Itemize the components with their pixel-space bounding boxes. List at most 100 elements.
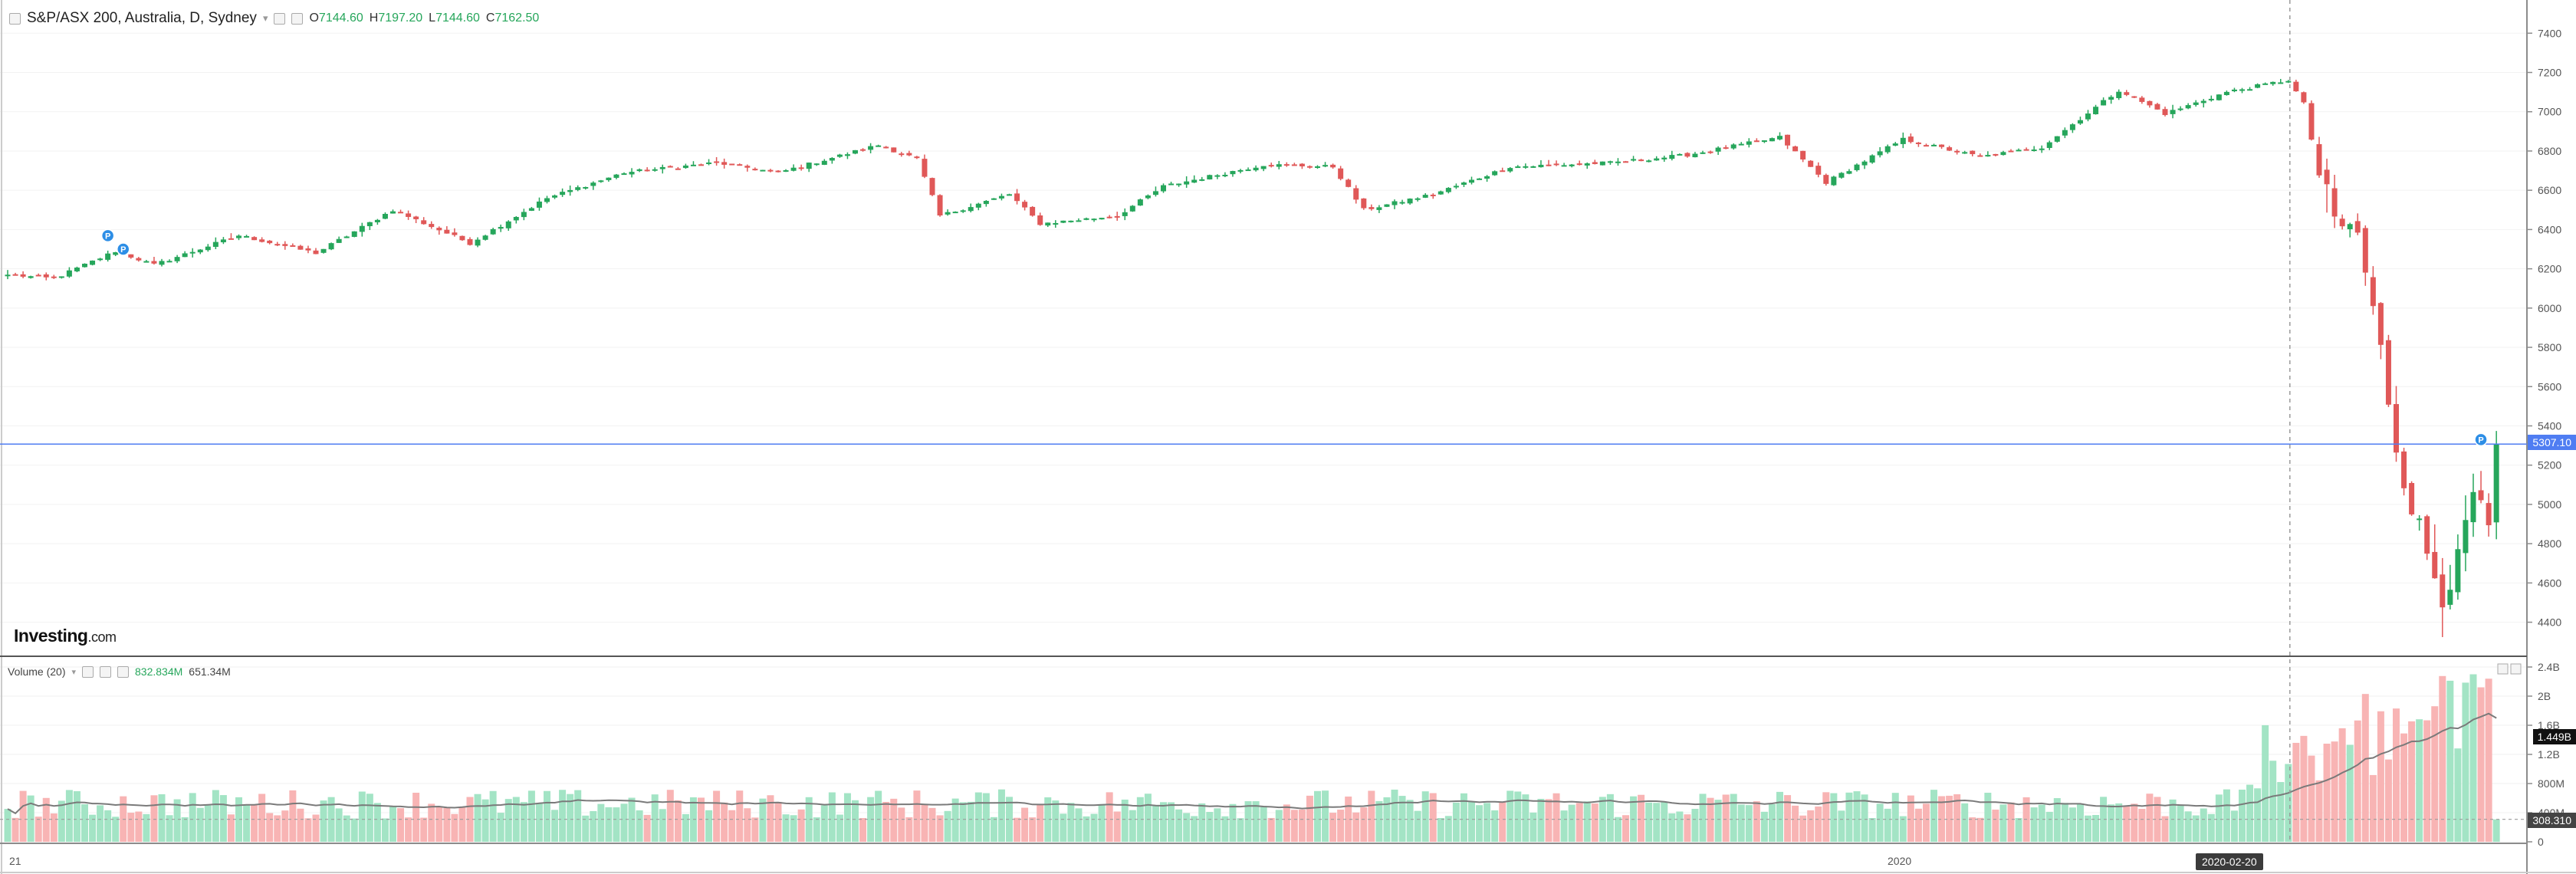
volume-bar[interactable] [1506, 790, 1514, 842]
candle[interactable] [2039, 145, 2045, 153]
candle[interactable] [644, 167, 650, 172]
candle[interactable] [922, 154, 928, 179]
candle[interactable] [197, 248, 203, 255]
candle[interactable] [1469, 176, 1474, 185]
candle[interactable] [1299, 163, 1305, 169]
volume-bar[interactable] [2262, 724, 2269, 842]
candle[interactable] [975, 202, 981, 211]
volume-bar[interactable] [2254, 788, 2262, 842]
candle[interactable] [244, 235, 250, 238]
volume-bar[interactable] [674, 800, 682, 842]
candle[interactable] [1761, 140, 1767, 143]
volume-bar[interactable] [597, 803, 605, 842]
volume-bar[interactable] [2184, 811, 2192, 842]
volume-bar[interactable] [2200, 808, 2207, 842]
volume-bar[interactable] [1452, 802, 1460, 842]
volume-bar[interactable] [50, 813, 58, 842]
candle[interactable] [621, 172, 627, 176]
volume-bar[interactable] [189, 793, 196, 842]
candle[interactable] [1022, 199, 1028, 211]
volume-bar[interactable] [2230, 810, 2238, 842]
candle[interactable] [1137, 198, 1143, 206]
event-marker[interactable]: P [117, 242, 130, 256]
candle[interactable] [90, 260, 96, 266]
volume-bar[interactable] [2100, 797, 2108, 842]
candle[interactable] [1492, 170, 1498, 176]
candle[interactable] [159, 258, 165, 267]
volume-bar[interactable] [974, 792, 982, 842]
volume-bar[interactable] [836, 814, 843, 842]
volume-bar[interactable] [1060, 813, 1067, 842]
volume-bar[interactable] [1606, 794, 1614, 842]
candle[interactable] [2424, 514, 2430, 560]
candle[interactable] [1414, 197, 1421, 202]
volume-bar[interactable] [251, 804, 258, 842]
candle[interactable] [1392, 199, 1398, 209]
volume-bar[interactable] [1830, 793, 1838, 842]
candle[interactable] [914, 156, 920, 159]
volume-bar[interactable] [2246, 784, 2254, 842]
volume-bar[interactable] [1352, 812, 1360, 842]
volume-bar[interactable] [58, 800, 65, 842]
candle[interactable] [1977, 153, 1983, 157]
volume-bar[interactable] [1113, 811, 1121, 842]
volume-bar[interactable] [774, 801, 782, 842]
candle[interactable] [744, 164, 751, 172]
volume-bar[interactable] [1244, 801, 1252, 842]
candle[interactable] [1638, 159, 1644, 162]
candle[interactable] [2054, 136, 2060, 143]
candle[interactable] [1877, 146, 1883, 158]
candle[interactable] [937, 194, 943, 217]
volume-bar[interactable] [1298, 810, 1306, 842]
volume-bar[interactable] [1868, 818, 1876, 842]
candle[interactable] [2223, 90, 2229, 96]
candle[interactable] [528, 206, 534, 212]
volume-bar[interactable] [1290, 810, 1298, 842]
candle[interactable] [2000, 150, 2006, 156]
collapse-icon[interactable] [9, 12, 21, 25]
candle[interactable] [2331, 174, 2338, 228]
volume-bar[interactable] [682, 813, 689, 842]
volume-bar[interactable] [1329, 813, 1337, 842]
volume-bar[interactable] [397, 808, 405, 842]
candle[interactable] [2116, 89, 2122, 100]
volume-bar[interactable] [2007, 802, 2015, 842]
candle[interactable] [97, 258, 104, 261]
volume-bar[interactable] [1075, 808, 1083, 842]
candle[interactable] [1037, 212, 1043, 226]
volume-bar[interactable] [1722, 794, 1730, 842]
volume-bar[interactable] [1583, 801, 1591, 842]
candle[interactable] [1199, 176, 1205, 182]
volume-bar[interactable] [1484, 803, 1491, 842]
candle[interactable] [1561, 163, 1567, 167]
candle[interactable] [706, 159, 712, 166]
candle[interactable] [1346, 178, 1352, 188]
volume-bar[interactable] [2146, 794, 2154, 842]
volume-bar[interactable] [559, 790, 567, 842]
volume-bar[interactable] [2485, 678, 2492, 842]
candle[interactable] [2185, 103, 2191, 110]
candle[interactable] [729, 163, 735, 166]
volume-bar[interactable] [1398, 796, 1406, 842]
volume-bar[interactable] [1314, 790, 1321, 842]
candle[interactable] [2193, 100, 2199, 107]
volume-bar[interactable] [320, 800, 327, 842]
candle[interactable] [58, 276, 64, 279]
candle[interactable] [406, 210, 412, 220]
candle[interactable] [1361, 198, 1367, 210]
symbol-title[interactable]: S&P/ASX 200, Australia, D, Sydney [27, 10, 257, 26]
candle[interactable] [1723, 145, 1729, 150]
candle[interactable] [560, 188, 566, 197]
volume-bar[interactable] [2192, 815, 2200, 842]
volume-bar[interactable] [2454, 748, 2462, 842]
volume-bar[interactable] [967, 801, 974, 842]
candle[interactable] [1654, 156, 1660, 161]
volume-bar[interactable] [166, 815, 173, 842]
volume-bar[interactable] [1899, 816, 1907, 842]
candle[interactable] [366, 222, 373, 231]
volume-bar[interactable] [2400, 733, 2408, 842]
candle[interactable] [1923, 143, 1929, 147]
candle[interactable] [2417, 514, 2423, 531]
candle[interactable] [629, 168, 635, 178]
candle[interactable] [998, 193, 1004, 201]
